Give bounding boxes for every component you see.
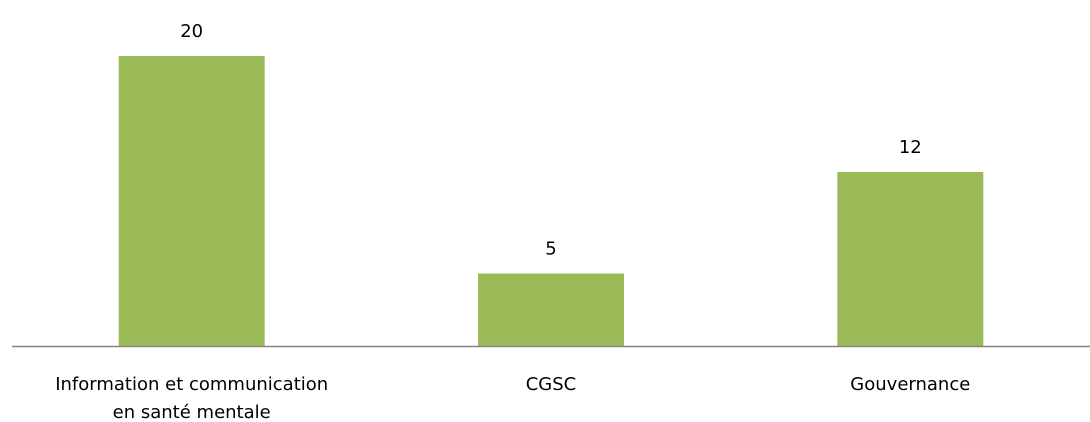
data-labels-layer: 20 5 12 (180, 21, 922, 260)
category-labels-layer: Information et communication en santé men… (55, 374, 970, 422)
category-label-2: Gouvernance (850, 374, 970, 395)
data-label-1: 5 (545, 239, 556, 260)
data-label-2: 12 (899, 137, 922, 158)
data-label-0: 20 (180, 21, 203, 42)
category-label-line: Information et communication (55, 374, 328, 395)
category-label-line: CGSC (526, 374, 577, 395)
category-label-1: CGSC (526, 374, 577, 395)
category-label-0: Information et communication en santé men… (55, 374, 328, 422)
bar-0 (118, 56, 265, 346)
category-label-line: en santé mentale (113, 402, 271, 422)
bar-2 (837, 172, 984, 346)
category-label-line: Gouvernance (850, 374, 970, 395)
bar-1 (478, 273, 624, 346)
bars-layer (118, 56, 984, 346)
